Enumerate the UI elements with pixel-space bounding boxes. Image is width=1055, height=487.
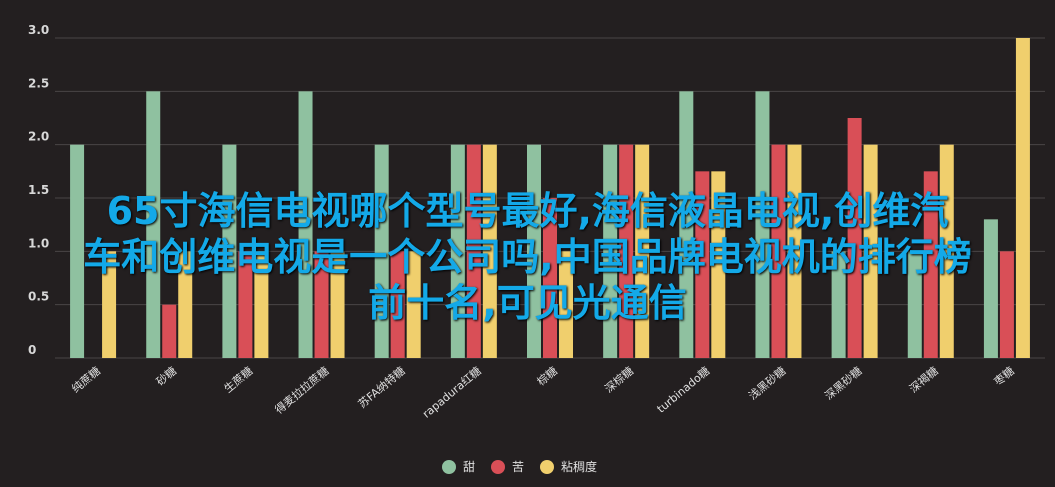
bar-粘稠度 xyxy=(635,144,650,358)
bar-粘稠度 xyxy=(482,144,497,358)
bar-苦 xyxy=(847,118,862,358)
x-axis-ticks: 纯蔗糖 砂糖 生蔗糖 得麦拉拉蔗糖 苏FA纳特糖 rapadura红糖 棕糖 深棕糖 turbi… xyxy=(69,364,1017,421)
bar-苦 xyxy=(390,251,405,358)
bar-苦 xyxy=(923,171,938,358)
bar-粘稠度 xyxy=(254,251,269,358)
x-tick-label: 纯蔗糖 xyxy=(69,364,103,396)
bars xyxy=(70,38,1030,358)
bar-苦 xyxy=(619,144,634,358)
bar-粘稠度 xyxy=(939,144,954,358)
bar-粘稠度 xyxy=(330,251,345,358)
y-tick-label: 0 xyxy=(28,343,36,357)
x-tick-label: 深黑砂糖 xyxy=(822,364,865,403)
bar-苦 xyxy=(543,198,557,358)
x-tick-label: 深棕糖 xyxy=(602,364,636,396)
bar-粘稠度 xyxy=(406,251,421,358)
bar-甜 xyxy=(70,144,85,358)
bar-甜 xyxy=(146,91,161,358)
bar-粘稠度 xyxy=(711,171,726,358)
bar-甜 xyxy=(755,91,770,358)
bar-甜 xyxy=(450,144,465,358)
x-tick-label: 砂糖 xyxy=(153,364,179,389)
bar-甜 xyxy=(679,91,694,358)
x-tick-label: turbinado糖 xyxy=(654,364,712,416)
x-tick-label: 深褐糖 xyxy=(906,364,940,396)
y-tick-label: 3.0 xyxy=(28,23,49,37)
bar-甜 xyxy=(983,219,998,358)
x-tick-label: 枣糖 xyxy=(991,364,1017,389)
x-tick-label: 棕糖 xyxy=(534,364,560,389)
y-tick-label: 2.0 xyxy=(28,130,49,144)
legend-label: 粘稠度 xyxy=(561,459,597,474)
bar-粘稠度 xyxy=(559,251,573,358)
bar-甜 xyxy=(298,91,313,358)
bar-苦 xyxy=(162,304,177,358)
bar-粘稠度 xyxy=(863,144,878,358)
bar-甜 xyxy=(222,144,237,358)
bar-甜 xyxy=(831,251,846,358)
bar-粘稠度 xyxy=(1015,38,1030,358)
bar-粘稠度 xyxy=(787,144,802,358)
legend-swatch xyxy=(491,460,505,474)
y-tick-label: 1.0 xyxy=(28,236,49,250)
bar-粘稠度 xyxy=(178,251,193,358)
x-tick-label: 浅黑砂糖 xyxy=(746,364,789,403)
legend-swatch xyxy=(540,460,554,474)
bar-甜 xyxy=(603,144,618,358)
y-axis-ticks: 0 0.5 1.0 1.5 2.0 2.5 3.0 xyxy=(28,23,49,357)
bar-苦 xyxy=(238,251,253,358)
bar-甜 xyxy=(907,251,922,358)
x-tick-label: 得麦拉拉蔗糖 xyxy=(272,364,332,417)
bar-苦 xyxy=(771,144,786,358)
y-tick-label: 1.5 xyxy=(28,183,49,197)
y-tick-label: 0.5 xyxy=(28,290,49,304)
y-tick-label: 2.5 xyxy=(28,76,49,90)
legend: 甜 苦 粘稠度 xyxy=(442,459,597,474)
bar-苦 xyxy=(695,171,710,358)
bar-苦 xyxy=(999,251,1014,358)
legend-label: 苦 xyxy=(512,460,524,474)
x-tick-label: rapadura红糖 xyxy=(419,364,483,421)
bar-苦 xyxy=(314,251,329,358)
bar-甜 xyxy=(527,144,541,358)
legend-label: 甜 xyxy=(463,460,475,474)
x-tick-label: 苏FA纳特糖 xyxy=(355,364,408,411)
bar-粘稠度 xyxy=(102,251,117,358)
bar-苦 xyxy=(466,144,481,358)
x-tick-label: 生蔗糖 xyxy=(221,364,255,396)
legend-swatch xyxy=(442,460,456,474)
bar-甜 xyxy=(374,144,389,358)
